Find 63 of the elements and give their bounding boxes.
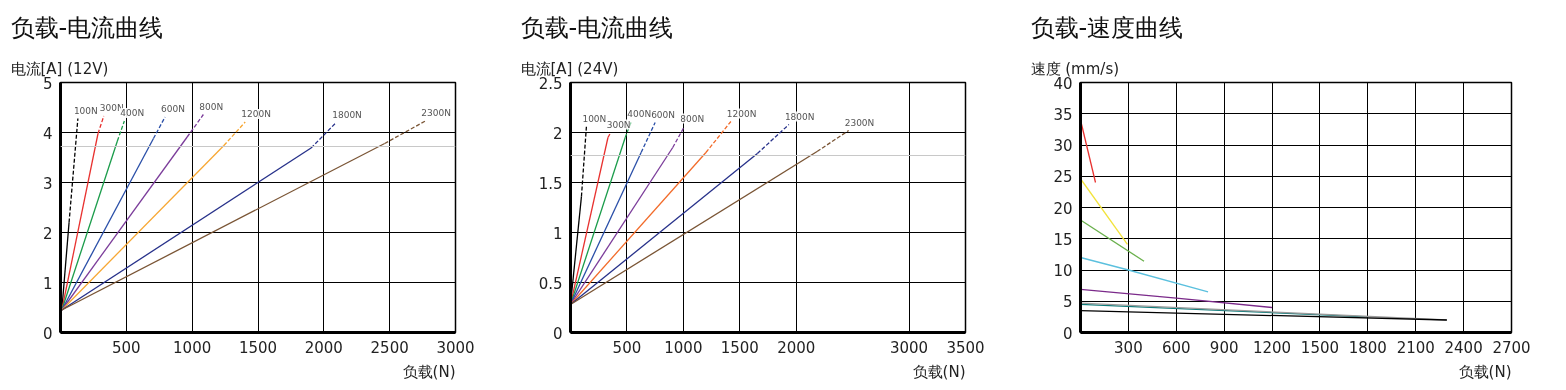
y-tick-label: 15 <box>1053 230 1073 249</box>
x-tick-label: 2000 <box>304 338 343 357</box>
y-tick-label: 5 <box>1062 293 1073 312</box>
series-label: 800N <box>680 113 705 124</box>
x-tick-label: 500 <box>612 338 642 357</box>
y-tick-label: 1 <box>552 224 563 243</box>
chart-title: 负载-速度曲线 <box>1030 13 1184 42</box>
series-label: 800N <box>199 101 224 112</box>
y-tick-label: 4 <box>42 124 53 143</box>
series-label: 100N <box>73 105 98 116</box>
series-label: 1800N <box>332 109 362 120</box>
y-tick-label: 35 <box>1053 105 1073 124</box>
x-tick-label: 2400 <box>1444 338 1483 357</box>
y-tick-label: 10 <box>1053 262 1073 280</box>
x-tick-label: 3000 <box>436 338 475 357</box>
series-label: 400N <box>120 108 145 118</box>
y-tick-label: 0 <box>1062 324 1073 343</box>
x-tick-label: 300 <box>1114 338 1143 357</box>
x-tick-label: 3500 <box>946 338 985 357</box>
y-tick-label: 2 <box>552 124 563 143</box>
series-label: 2300N <box>844 117 875 128</box>
x-tick-label: 500 <box>112 338 141 357</box>
series-label: 600N <box>651 109 676 120</box>
x-tick-label: 1000 <box>173 338 212 357</box>
x-tick-label: 1800 <box>1348 338 1387 357</box>
y-axis-title: 电流[A] (24V) <box>520 59 619 78</box>
series-label: 300N <box>606 119 631 130</box>
x-tick-label: 1500 <box>238 338 278 357</box>
y-tick-label: 3 <box>42 174 53 193</box>
x-tick-label: 900 <box>1209 338 1239 357</box>
y-tick-label: 20 <box>1053 199 1073 218</box>
x-tick-label: 3000 <box>889 338 929 357</box>
x-axis-title: 负载(N) <box>912 362 966 381</box>
y-axis-title: 速度 (mm/s) <box>1030 59 1120 78</box>
x-tick-label: 1500 <box>720 338 759 357</box>
y-tick-label: 30 <box>1053 137 1073 155</box>
y-tick-label: 1.5 <box>538 174 563 193</box>
y-tick-label: 0 <box>42 324 53 343</box>
series-label: 2300N <box>421 108 451 118</box>
x-tick-label: 1200 <box>1252 338 1292 357</box>
x-tick-label: 2700 <box>1492 338 1531 357</box>
y-tick-label: 0.5 <box>538 274 563 293</box>
chart-title: 负载-电流曲线 <box>10 13 164 42</box>
x-axis-title: 负载(N) <box>1458 362 1512 381</box>
y-tick-label: 2 <box>42 224 53 243</box>
series-label: 1200N <box>726 108 757 119</box>
y-axis-title: 电流[A] (12V) <box>10 59 109 78</box>
x-tick-label: 600 <box>1161 338 1191 357</box>
x-tick-label: 2100 <box>1396 338 1435 357</box>
chart-title: 负载-电流曲线 <box>520 13 674 42</box>
y-tick-label: 1 <box>42 274 53 293</box>
series-label: 100N <box>582 113 607 124</box>
series-label: 600N <box>161 104 185 114</box>
y-tick-label: 25 <box>1053 168 1073 187</box>
x-tick-label: 2500 <box>370 338 409 357</box>
series-label: 1800N <box>784 111 815 122</box>
x-tick-label: 1000 <box>664 338 703 357</box>
x-axis-title: 负载(N) <box>402 362 456 381</box>
y-tick-label: 0 <box>552 324 563 343</box>
series-label: 400N <box>627 108 652 119</box>
series-label: 1200N <box>241 109 271 119</box>
x-tick-label: 1500 <box>1300 338 1340 357</box>
x-tick-label: 2000 <box>777 338 816 357</box>
